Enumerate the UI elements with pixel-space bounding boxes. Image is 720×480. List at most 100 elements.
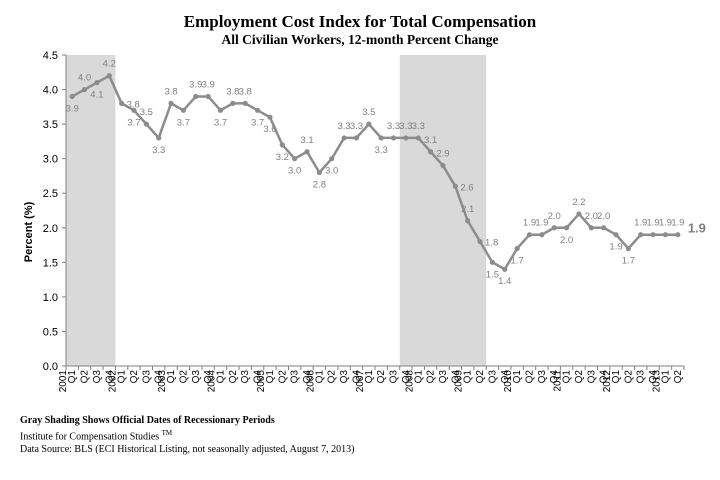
data-label: 3.3: [387, 121, 400, 132]
data-point: [403, 135, 409, 141]
data-point: [267, 114, 273, 120]
x-year-label: 2007: [355, 370, 366, 393]
data-label: 2.0: [585, 211, 598, 222]
x-quarter-label: Q4: [302, 370, 313, 384]
data-point: [329, 156, 335, 162]
trademark-mark: TM: [161, 429, 173, 437]
data-label: 3.5: [140, 107, 153, 118]
data-point: [563, 225, 570, 231]
footnotes: Gray Shading Shows Official Dates of Rec…: [20, 414, 354, 456]
x-year-label: 2006: [305, 370, 316, 393]
data-label: 2.6: [460, 182, 473, 193]
x-quarter-label: Q2: [228, 370, 239, 384]
x-quarter-label: Q2: [80, 370, 91, 384]
data-label: 2.8: [313, 179, 326, 190]
x-quarter-label: Q3: [487, 370, 498, 384]
series-line: [71, 74, 678, 271]
data-point: [625, 245, 631, 252]
x-quarter-label: Q3: [636, 370, 647, 384]
x-quarter-label: Q4: [549, 370, 560, 384]
x-quarter-label: Q2: [475, 370, 486, 384]
data-label: 1.9: [659, 218, 672, 229]
x-quarter-label: Q4: [599, 370, 610, 384]
data-label: 3.8: [226, 86, 239, 97]
data-point: [526, 232, 533, 238]
data-label: 2.0: [560, 235, 573, 246]
data-point: [613, 232, 619, 238]
x-quarter-label: Q1: [216, 370, 227, 384]
data-point: [156, 135, 162, 141]
x-quarter-label: Q1: [562, 370, 573, 384]
axes: 0.0 0.5 1.0 1.5 2.0 2.5 3.0 3.5 4.0 4.5: [43, 50, 685, 373]
data-label: 1.9: [634, 218, 647, 229]
x-year-label: 2012: [602, 370, 613, 393]
data-point: [489, 259, 496, 265]
data-point: [366, 121, 372, 127]
y-tick-label: 1.5: [43, 257, 58, 269]
data-label: 3.8: [127, 99, 140, 110]
x-year-label: 2010: [503, 370, 514, 393]
x-quarter-label: Q3: [92, 370, 103, 384]
x-quarter-label: Q3: [389, 370, 400, 384]
data-point: [390, 135, 397, 141]
x-year-label: 2003: [157, 370, 168, 393]
y-tick-label: 3.0: [43, 154, 58, 166]
data-point: [316, 169, 322, 176]
data-point: [168, 100, 174, 106]
data-label: 3.3: [375, 145, 388, 156]
series-polyline: [71, 74, 678, 271]
x-year-label: 2011: [553, 370, 564, 392]
data-point: [106, 73, 112, 79]
x-quarter-label: Q4: [401, 370, 412, 384]
x-quarter-label: Q1: [166, 370, 177, 384]
data-label: 2.0: [548, 211, 561, 222]
data-point: [341, 135, 347, 141]
data-point: [254, 107, 261, 113]
x-quarter-label: Q1: [660, 370, 671, 384]
y-tick-label: 4.0: [43, 85, 58, 97]
y-tick-label: 2.0: [43, 223, 58, 235]
data-label: 3.3: [412, 121, 425, 132]
data-point: [217, 107, 224, 113]
data-label: 3.3: [337, 121, 350, 132]
data-label: 3.8: [239, 86, 252, 97]
data-label: 3.7: [127, 117, 140, 128]
data-label: 3.9: [66, 103, 79, 114]
y-axis-label: Percent (%): [23, 201, 35, 262]
data-point: [230, 100, 236, 106]
data-label: 1.7: [622, 256, 635, 267]
x-quarter-label: Q4: [450, 370, 461, 384]
data-label: 4.1: [90, 90, 103, 101]
data-point: [551, 225, 557, 231]
x-quarter-label: Q2: [525, 370, 536, 384]
x-quarter-label: Q2: [623, 370, 634, 384]
x-quarter-label: Q2: [129, 370, 140, 384]
footnote-source: Data Source: BLS (ECI Historical Listing…: [20, 444, 355, 456]
x-quarter-label: Q3: [290, 370, 301, 384]
data-label: 2.9: [436, 149, 449, 160]
data-label: 3.7: [177, 117, 190, 128]
x-quarter-label: Q3: [240, 370, 251, 384]
x-quarter-label: Q3: [141, 370, 152, 384]
data-label: 4.2: [103, 59, 116, 70]
x-quarter-label: Q4: [203, 370, 214, 384]
data-label: 3.1: [300, 135, 313, 146]
institute-name: Institute for Compensation Studies: [20, 431, 160, 443]
x-quarter-label: Q1: [611, 370, 622, 384]
data-label: 3.8: [164, 86, 177, 97]
x-year-label: 2009: [454, 370, 465, 393]
x-quarter-label: Q2: [327, 370, 338, 384]
x-quarter-label: Q4: [253, 370, 264, 384]
data-label: 1.9: [671, 218, 684, 229]
data-point: [279, 142, 285, 148]
data-point: [81, 86, 88, 93]
recession-band-1: [66, 55, 116, 366]
data-point: [69, 93, 75, 100]
data-point: [304, 149, 310, 155]
x-quarter-label: Q1: [117, 370, 128, 384]
data-point: [180, 107, 187, 113]
data-point: [119, 100, 125, 106]
data-point: [378, 135, 384, 141]
data-label: 3.0: [288, 166, 301, 177]
y-tick-label: 1.0: [43, 292, 58, 304]
